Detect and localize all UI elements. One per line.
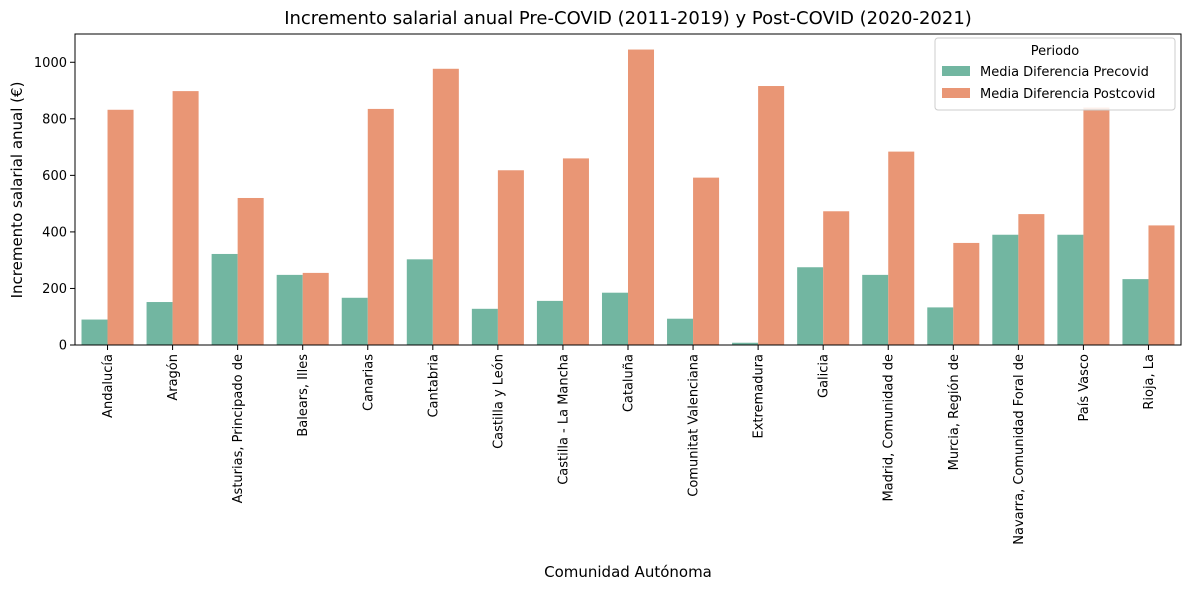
bar-precovid-16 — [1122, 279, 1149, 345]
bar-precovid-2 — [211, 253, 238, 345]
x-tick-label-10: Extremadura — [752, 354, 767, 439]
bar-precovid-1 — [146, 302, 173, 345]
x-tick-label-13: Murcia, Región de — [947, 354, 962, 470]
legend-swatch-0 — [942, 66, 970, 76]
bar-precovid-12 — [862, 274, 889, 345]
x-tick-label-2: Asturias, Principado de — [231, 354, 246, 503]
x-tick-label-5: Cantabria — [426, 354, 441, 418]
bar-postcovid-6 — [497, 170, 524, 345]
bar-postcovid-0 — [107, 109, 134, 346]
bar-precovid-7 — [536, 300, 563, 345]
plot-frame — [74, 33, 1182, 346]
bar-precovid-15 — [1057, 234, 1084, 345]
bar-postcovid-1 — [172, 91, 199, 345]
x-tick-label-11: Galicia — [817, 354, 832, 398]
x-tick-label-6: Castilla y León — [491, 354, 506, 449]
x-tick-label-8: Cataluña — [622, 354, 637, 412]
legend-title: Periodo — [1031, 44, 1080, 59]
y-tick-label-4: 800 — [42, 112, 67, 127]
y-tick-label-1: 200 — [42, 282, 67, 297]
legend-box — [934, 37, 1176, 111]
bar-postcovid-12 — [888, 151, 915, 345]
y-tick-label-5: 1000 — [34, 56, 67, 71]
bar-postcovid-7 — [562, 158, 589, 345]
legend-label-0: Media Diferencia Precovid — [980, 65, 1149, 80]
legend-label-1: Media Diferencia Postcovid — [980, 87, 1155, 102]
bar-precovid-3 — [276, 274, 303, 345]
x-tick-label-15: País Vasco — [1077, 354, 1092, 422]
legend-swatch-1 — [942, 88, 970, 98]
x-tick-label-3: Balears, Illes — [296, 354, 311, 437]
bar-precovid-0 — [81, 319, 108, 345]
x-tick-label-14: Navarra, Comunidad Foral de — [1012, 354, 1027, 545]
bar-postcovid-16 — [1148, 225, 1175, 345]
bar-postcovid-14 — [1018, 214, 1045, 345]
bar-precovid-14 — [992, 234, 1019, 345]
bar-precovid-6 — [471, 308, 498, 345]
x-tick-label-7: Castilla - La Mancha — [556, 354, 571, 485]
bar-precovid-4 — [341, 297, 368, 345]
y-tick-label-0: 0 — [59, 339, 67, 354]
x-tick-label-1: Aragón — [166, 354, 181, 401]
bar-postcovid-2 — [237, 197, 264, 345]
chart-title: Incremento salarial anual Pre-COVID (201… — [284, 8, 972, 29]
bar-precovid-10 — [732, 342, 759, 345]
bar-precovid-8 — [601, 292, 628, 345]
x-tick-label-4: Canarias — [361, 354, 376, 411]
bar-postcovid-13 — [953, 242, 980, 345]
x-tick-label-0: Andalucía — [101, 354, 116, 418]
y-tick-label-3: 600 — [42, 169, 67, 184]
bar-postcovid-11 — [823, 211, 850, 345]
plot-area: 0 200 400 600 800 1000 Andalucía Aragón Asturias… — [34, 33, 1182, 545]
bar-postcovid-15 — [1083, 107, 1110, 345]
legend: Periodo Media Diferencia Precovid Media Di… — [934, 37, 1176, 111]
bar-postcovid-5 — [432, 68, 459, 345]
x-tick-label-12: Madrid, Comunidad de — [882, 354, 897, 502]
x-axis-title: Comunidad Autónoma — [544, 563, 712, 581]
x-tick-label-16: Rioja, La — [1142, 354, 1157, 410]
bar-precovid-13 — [927, 307, 954, 345]
bar-postcovid-4 — [367, 108, 394, 345]
bar-postcovid-10 — [758, 86, 785, 346]
bar-precovid-9 — [667, 318, 694, 345]
y-axis-title: Incremento salarial anual (€) — [8, 82, 26, 299]
bar-precovid-5 — [406, 259, 433, 345]
bar-postcovid-9 — [693, 177, 720, 345]
bar-postcovid-3 — [302, 272, 329, 345]
bar-postcovid-8 — [628, 49, 655, 346]
bar-precovid-11 — [797, 267, 824, 345]
x-tick-label-9: Comunitat Valenciana — [687, 354, 702, 497]
y-tick-label-2: 400 — [42, 225, 67, 240]
